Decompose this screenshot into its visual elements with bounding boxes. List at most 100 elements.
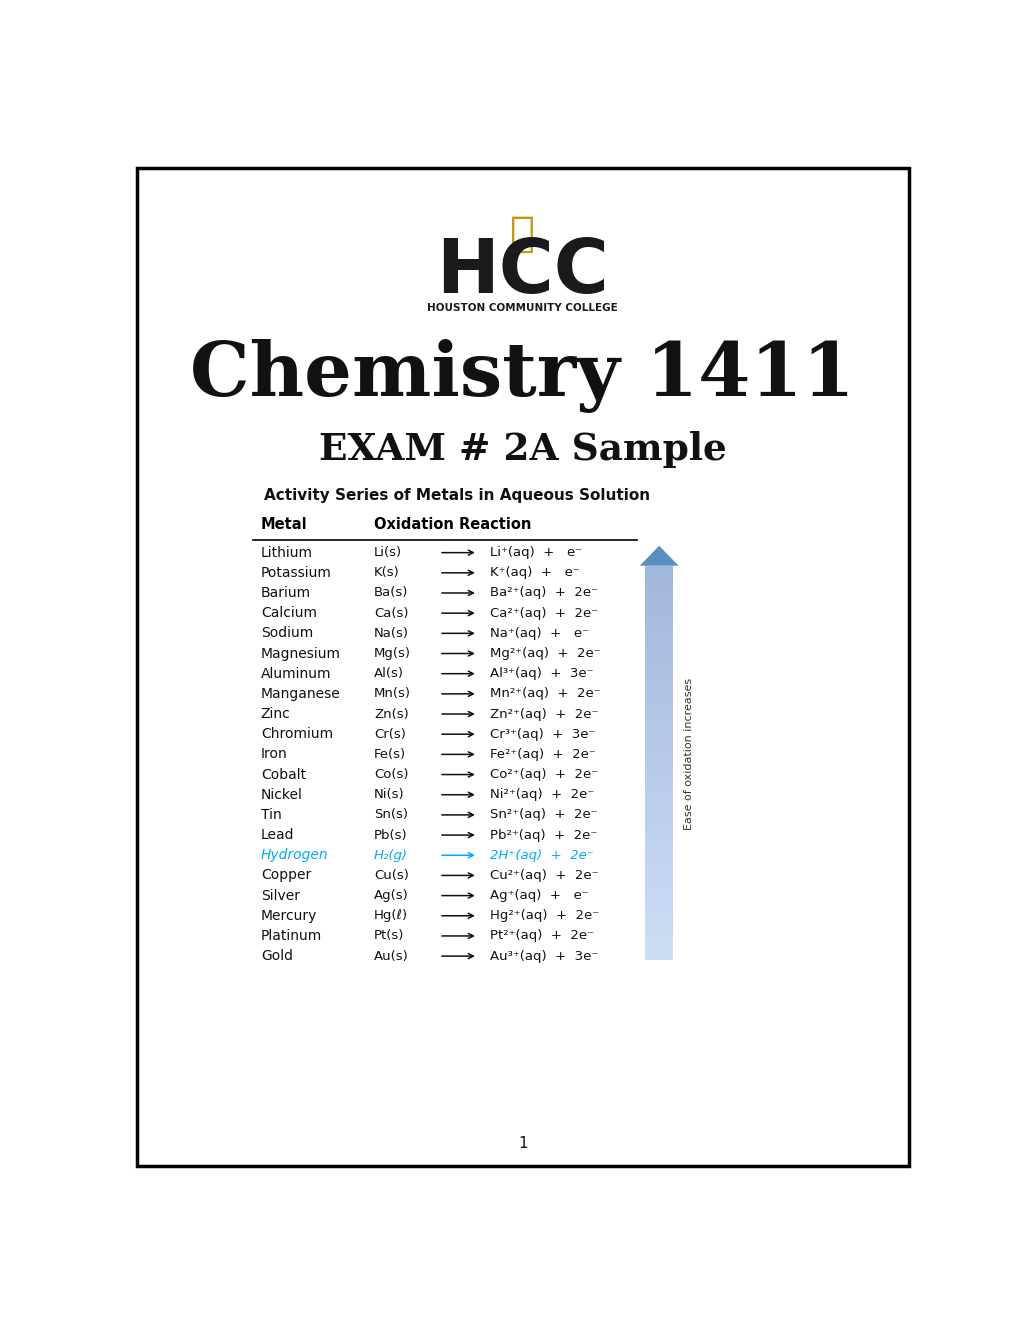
Text: Ag⁺(aq)  +   e⁻: Ag⁺(aq) + e⁻ bbox=[490, 890, 589, 902]
Bar bbox=[645, 894, 673, 900]
Text: Cobalt: Cobalt bbox=[261, 767, 306, 781]
Text: Lead: Lead bbox=[261, 828, 294, 842]
Text: Sn²⁺(aq)  +  2e⁻: Sn²⁺(aq) + 2e⁻ bbox=[490, 808, 597, 821]
Text: Aluminum: Aluminum bbox=[261, 667, 331, 681]
Text: Mg²⁺(aq)  +  2e⁻: Mg²⁺(aq) + 2e⁻ bbox=[490, 647, 600, 660]
Bar bbox=[645, 605, 673, 611]
Text: Al³⁺(aq)  +  3e⁻: Al³⁺(aq) + 3e⁻ bbox=[490, 667, 593, 680]
Text: H₂(g): H₂(g) bbox=[374, 849, 408, 862]
Bar bbox=[645, 743, 673, 750]
Bar bbox=[645, 946, 673, 953]
Text: Sn(s): Sn(s) bbox=[374, 808, 408, 821]
Text: Ba²⁺(aq)  +  2e⁻: Ba²⁺(aq) + 2e⁻ bbox=[490, 586, 598, 599]
Bar bbox=[645, 677, 673, 684]
Text: Hg(ℓ): Hg(ℓ) bbox=[374, 909, 408, 923]
Text: Zn²⁺(aq)  +  2e⁻: Zn²⁺(aq) + 2e⁻ bbox=[490, 708, 598, 721]
Text: Gold: Gold bbox=[261, 949, 292, 964]
Text: Cr(s): Cr(s) bbox=[374, 727, 406, 741]
Text: HCC: HCC bbox=[436, 236, 608, 309]
Bar bbox=[645, 816, 673, 822]
Text: Iron: Iron bbox=[261, 747, 287, 762]
Bar bbox=[645, 573, 673, 579]
Bar bbox=[645, 920, 673, 927]
Text: Na⁺(aq)  +   e⁻: Na⁺(aq) + e⁻ bbox=[490, 627, 589, 640]
Bar bbox=[645, 644, 673, 651]
Text: Barium: Barium bbox=[261, 586, 311, 601]
Bar bbox=[645, 907, 673, 913]
Bar bbox=[645, 750, 673, 756]
Text: Cr³⁺(aq)  +  3e⁻: Cr³⁺(aq) + 3e⁻ bbox=[490, 727, 595, 741]
Text: Ca(s): Ca(s) bbox=[374, 607, 408, 619]
Text: Chemistry 1411: Chemistry 1411 bbox=[191, 338, 854, 413]
Text: 1: 1 bbox=[518, 1137, 527, 1151]
Bar bbox=[645, 664, 673, 671]
Text: Magnesium: Magnesium bbox=[261, 647, 340, 660]
Text: Ni(s): Ni(s) bbox=[374, 788, 405, 801]
Bar bbox=[645, 796, 673, 803]
Bar bbox=[645, 697, 673, 704]
Text: Pb(s): Pb(s) bbox=[374, 829, 408, 842]
Text: Lithium: Lithium bbox=[261, 545, 313, 560]
Bar bbox=[645, 684, 673, 690]
Bar bbox=[645, 933, 673, 940]
Bar bbox=[645, 803, 673, 809]
Bar bbox=[645, 776, 673, 783]
Bar bbox=[645, 862, 673, 869]
Bar bbox=[645, 900, 673, 907]
Bar bbox=[645, 624, 673, 631]
Text: Oxidation Reaction: Oxidation Reaction bbox=[374, 517, 531, 532]
Text: Calcium: Calcium bbox=[261, 606, 317, 620]
Bar bbox=[645, 783, 673, 789]
Bar bbox=[645, 730, 673, 737]
Text: 🦅: 🦅 bbox=[510, 213, 535, 255]
Text: Co²⁺(aq)  +  2e⁻: Co²⁺(aq) + 2e⁻ bbox=[490, 768, 598, 781]
Text: K(s): K(s) bbox=[374, 566, 399, 579]
Bar bbox=[645, 836, 673, 842]
Bar bbox=[645, 566, 673, 573]
Bar bbox=[645, 849, 673, 855]
Text: Silver: Silver bbox=[261, 888, 300, 903]
Bar bbox=[645, 875, 673, 882]
Text: Li(s): Li(s) bbox=[374, 546, 401, 560]
Text: Li⁺(aq)  +   e⁻: Li⁺(aq) + e⁻ bbox=[490, 546, 582, 560]
Text: Na(s): Na(s) bbox=[374, 627, 409, 640]
Text: Au(s): Au(s) bbox=[374, 949, 409, 962]
Bar bbox=[645, 763, 673, 770]
Bar bbox=[645, 829, 673, 836]
Bar bbox=[645, 842, 673, 849]
Text: Fe(s): Fe(s) bbox=[374, 748, 406, 760]
Bar bbox=[645, 710, 673, 717]
Bar bbox=[645, 717, 673, 723]
Text: Nickel: Nickel bbox=[261, 788, 303, 801]
Text: Potassium: Potassium bbox=[261, 566, 331, 579]
Text: Au³⁺(aq)  +  3e⁻: Au³⁺(aq) + 3e⁻ bbox=[490, 949, 598, 962]
Text: Cu²⁺(aq)  +  2e⁻: Cu²⁺(aq) + 2e⁻ bbox=[490, 869, 598, 882]
Text: Zn(s): Zn(s) bbox=[374, 708, 409, 721]
Text: Ca²⁺(aq)  +  2e⁻: Ca²⁺(aq) + 2e⁻ bbox=[490, 607, 598, 619]
Text: Mercury: Mercury bbox=[261, 908, 317, 923]
Bar bbox=[645, 737, 673, 743]
Bar bbox=[645, 809, 673, 816]
Text: Hg²⁺(aq)  +  2e⁻: Hg²⁺(aq) + 2e⁻ bbox=[490, 909, 599, 923]
Bar bbox=[645, 756, 673, 763]
Text: Al(s): Al(s) bbox=[374, 667, 404, 680]
Bar bbox=[645, 591, 673, 598]
Bar bbox=[645, 869, 673, 875]
Bar bbox=[645, 723, 673, 730]
Text: Chromium: Chromium bbox=[261, 727, 332, 742]
Text: Hydrogen: Hydrogen bbox=[261, 849, 328, 862]
Bar bbox=[645, 822, 673, 829]
Bar bbox=[645, 579, 673, 586]
Bar bbox=[645, 913, 673, 920]
Bar bbox=[645, 657, 673, 664]
Text: EXAM # 2A Sample: EXAM # 2A Sample bbox=[319, 430, 726, 469]
Text: K⁺(aq)  +   e⁻: K⁺(aq) + e⁻ bbox=[490, 566, 580, 579]
Bar bbox=[645, 671, 673, 677]
Text: Zinc: Zinc bbox=[261, 708, 290, 721]
Text: Pt²⁺(aq)  +  2e⁻: Pt²⁺(aq) + 2e⁻ bbox=[490, 929, 594, 942]
Text: HOUSTON COMMUNITY COLLEGE: HOUSTON COMMUNITY COLLEGE bbox=[427, 302, 618, 313]
Bar bbox=[645, 789, 673, 796]
Text: Mg(s): Mg(s) bbox=[374, 647, 411, 660]
Text: Ba(s): Ba(s) bbox=[374, 586, 408, 599]
Bar bbox=[645, 953, 673, 960]
